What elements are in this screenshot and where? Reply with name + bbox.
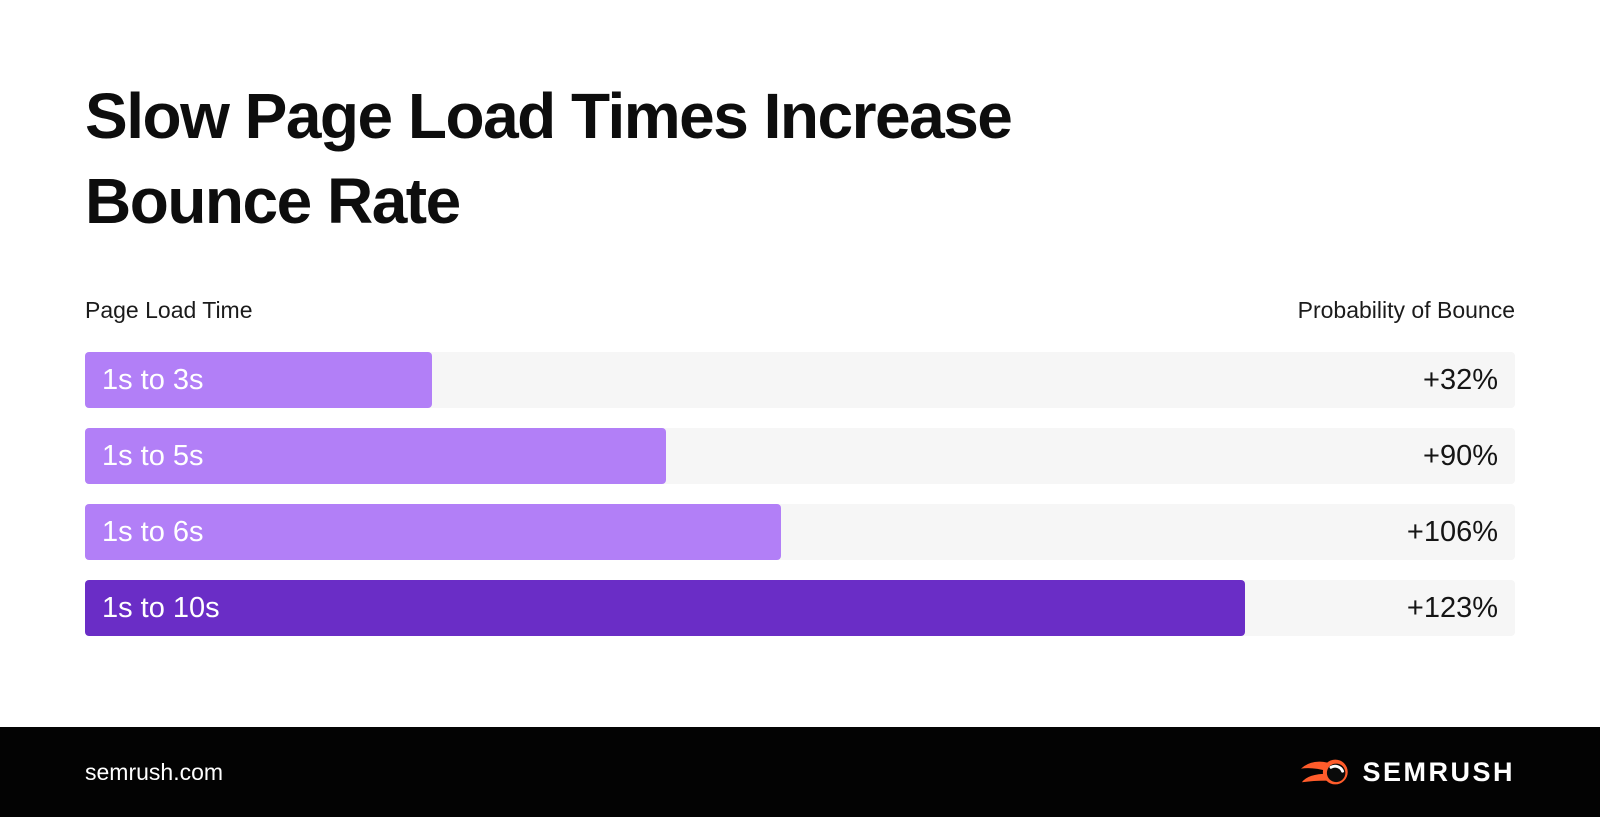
footer-site-url: semrush.com xyxy=(85,758,224,785)
semrush-flame-icon xyxy=(1301,759,1349,785)
bar: 1s to 5s xyxy=(85,428,666,484)
column-header-bounce: Probability of Bounce xyxy=(1297,297,1515,323)
bar-chart: 1s to 3s +32% 1s to 5s +90% 1s to 6s +106% 1s … xyxy=(85,352,1515,656)
bar-row: 1s to 6s +106% xyxy=(85,504,1515,560)
bar-value: +32% xyxy=(1423,363,1498,396)
bar-label: 1s to 5s xyxy=(102,439,204,472)
bar-row: 1s to 3s +32% xyxy=(85,352,1515,408)
brand-logo: SEMRUSH xyxy=(1299,754,1515,790)
bar-value: +90% xyxy=(1423,439,1498,472)
bar-value: +106% xyxy=(1406,515,1498,548)
bar-label: 1s to 10s xyxy=(102,591,220,624)
page-title: Slow Page Load Times Increase Bounce Rat… xyxy=(85,74,1515,244)
bar-value: +123% xyxy=(1406,591,1498,624)
column-headers: Page Load Time Probability of Bounce xyxy=(85,297,1515,324)
page-title-line1: Slow Page Load Times Increase xyxy=(85,80,1013,152)
bar-row: 1s to 10s +123% xyxy=(85,580,1515,636)
bar: 1s to 10s xyxy=(85,580,1245,636)
bar-row: 1s to 5s +90% xyxy=(85,428,1515,484)
brand-logo-text: SEMRUSH xyxy=(1362,756,1515,787)
bar: 1s to 3s xyxy=(85,352,433,408)
bar: 1s to 6s xyxy=(85,504,782,560)
bar-label: 1s to 3s xyxy=(102,363,204,396)
column-header-load-time: Page Load Time xyxy=(85,297,253,323)
page-title-line2: Bounce Rate xyxy=(85,165,461,237)
bar-label: 1s to 6s xyxy=(102,515,204,548)
footer-bar: semrush.com SEMRUSH xyxy=(0,727,1600,817)
